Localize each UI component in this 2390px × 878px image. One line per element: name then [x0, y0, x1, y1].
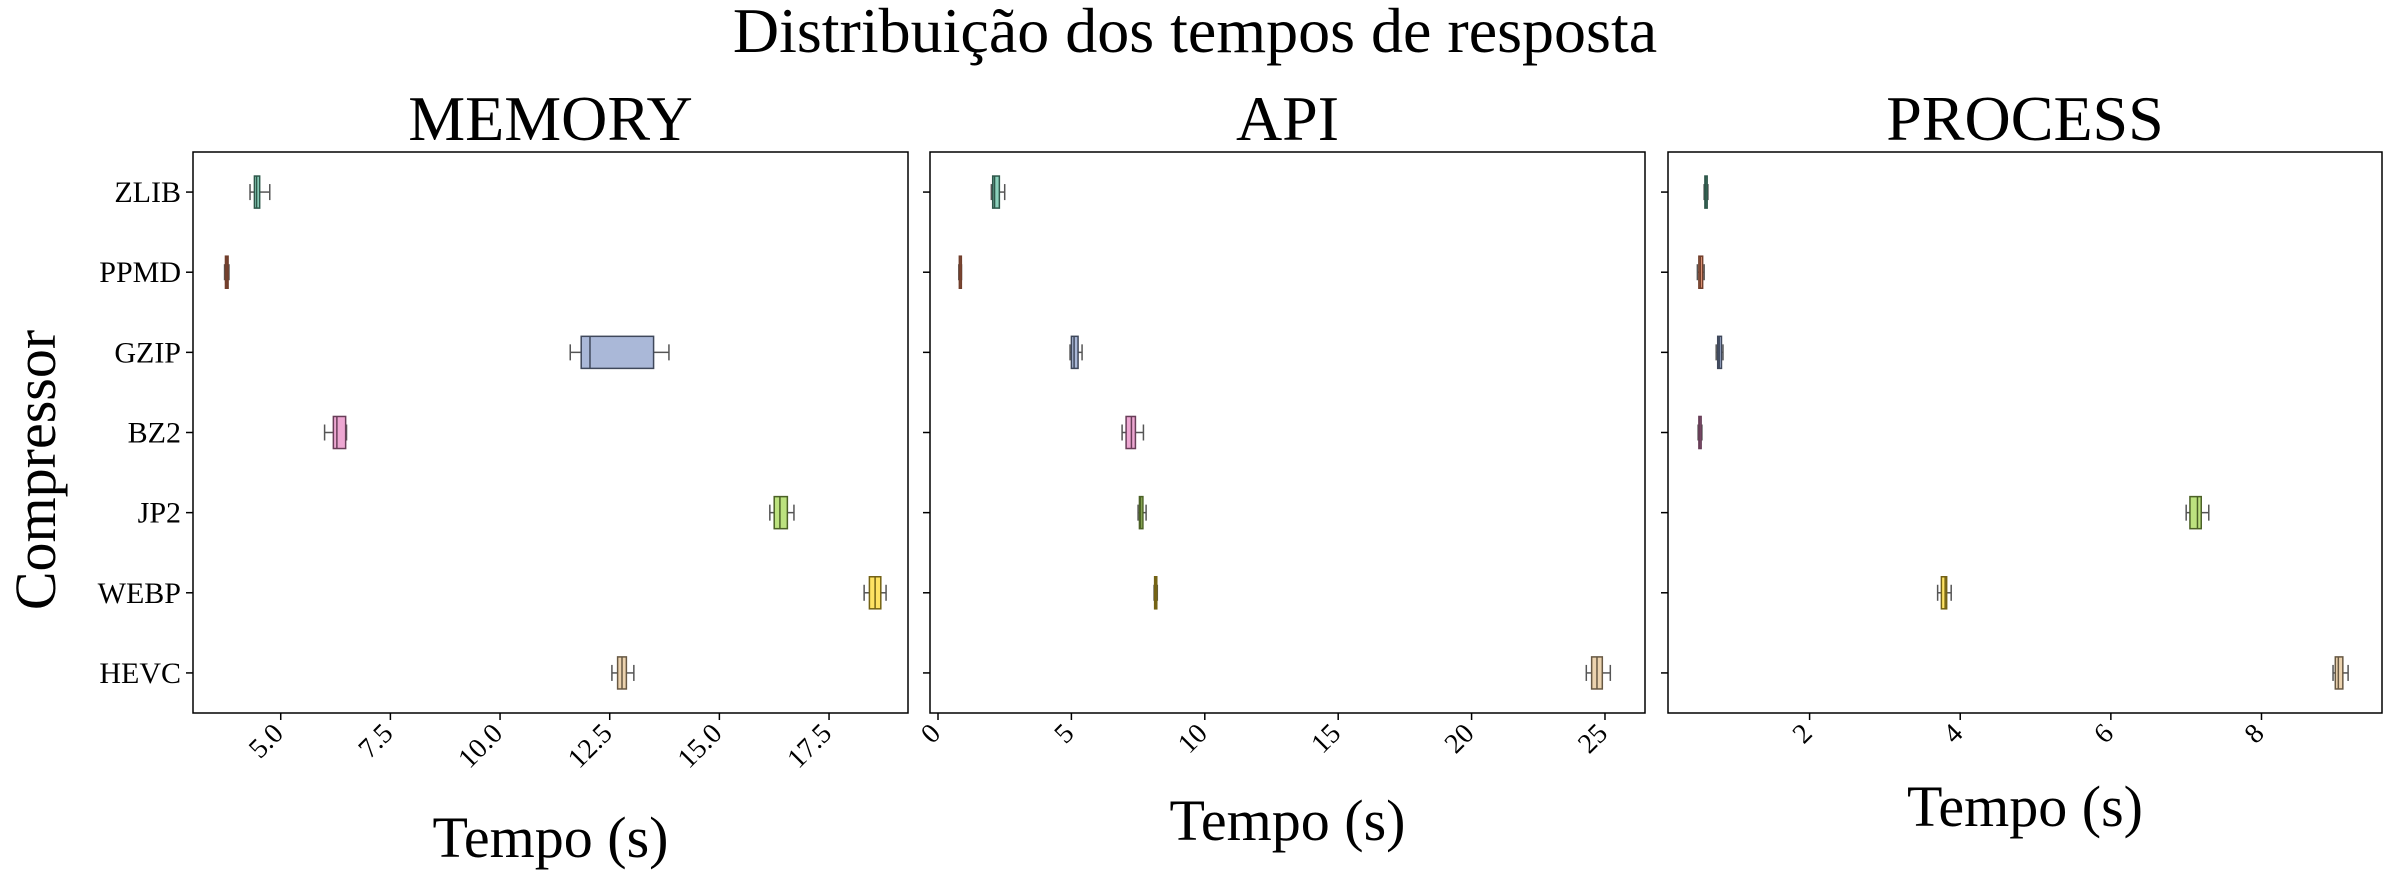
x-axis-label: Tempo (s): [433, 805, 669, 870]
box-zlib: [249, 175, 271, 209]
panels: MEMORY ZLIB PPMD GZIP BZ2 JP2 WEBP HEVC 5.0 7.5 10…: [98, 83, 2383, 870]
x-tick-label: 7.5: [353, 718, 400, 765]
x-tick-label: 20: [1439, 718, 1481, 760]
x-tick-label: 6: [2088, 718, 2120, 750]
x-tick-label: 4: [1937, 718, 1969, 750]
x-tick-label: 15.0: [672, 718, 729, 775]
axes-frame: [192, 151, 909, 714]
x-tick-label: 2: [1787, 718, 1819, 750]
iqr-box: [580, 335, 655, 370]
box-hevc: [2332, 656, 2349, 690]
panel-api: API 0 5 10 15 20 25 Tempo (s): [915, 83, 1646, 853]
box-jp2: [769, 495, 795, 530]
panel-title: API: [1236, 83, 1339, 154]
box-webp: [1936, 576, 1952, 610]
panel-process: PROCESS 2 4 6 8 Tempo (s): [1661, 83, 2383, 839]
axes-frame: [929, 151, 1646, 714]
box-gzip: [1069, 335, 1083, 370]
iqr-box: [2334, 656, 2344, 690]
box-hevc: [1585, 656, 1612, 690]
box-ppmd: [223, 255, 230, 289]
y-tick-label: HEVC: [99, 657, 181, 690]
x-tick-label: 12.5: [562, 718, 619, 775]
figure-title: Distribuição dos tempos de resposta: [733, 0, 1657, 66]
box-bz2: [323, 415, 348, 450]
box-jp2: [2185, 495, 2210, 530]
y-tick-label: WEBP: [98, 577, 181, 610]
iqr-box: [991, 175, 1001, 209]
x-tick-label: 10: [1172, 718, 1214, 760]
box-bz2: [1697, 415, 1703, 450]
box-bz2: [1121, 415, 1145, 450]
y-axis-label: Compressor: [3, 330, 68, 610]
axes-frame: [1667, 151, 2383, 714]
box-gzip: [1715, 335, 1724, 370]
x-tick-label: 10.0: [452, 718, 509, 775]
x-tick-label: 0: [915, 718, 947, 750]
y-tick-label: JP2: [138, 497, 181, 530]
box-gzip: [569, 335, 670, 370]
panel-memory: MEMORY ZLIB PPMD GZIP BZ2 JP2 WEBP HEVC 5.0 7.5 10…: [98, 83, 909, 870]
box-ppmd: [1696, 255, 1705, 289]
y-tick-label: ZLIB: [114, 176, 181, 209]
y-tick-label: BZ2: [128, 417, 181, 450]
x-tick-label: 15: [1305, 718, 1347, 760]
x-tick-label: 8: [2239, 718, 2271, 750]
box-jp2: [1137, 495, 1147, 530]
x-axis-label: Tempo (s): [1907, 774, 2143, 839]
box-zlib: [990, 175, 1006, 209]
box-hevc: [611, 656, 635, 690]
iqr-box: [1940, 576, 1948, 610]
x-tick-label: 25: [1572, 718, 1614, 760]
box-zlib: [1703, 175, 1709, 209]
box-ppmd: [958, 255, 963, 289]
x-tick-label: 5: [1049, 718, 1081, 750]
x-axis-label: Tempo (s): [1170, 788, 1406, 853]
box-webp: [1153, 576, 1159, 610]
y-tick-label: PPMD: [99, 256, 181, 289]
y-tick-label: GZIP: [114, 336, 181, 369]
panel-title: MEMORY: [408, 83, 693, 154]
iqr-box: [773, 495, 789, 530]
iqr-box: [2189, 495, 2202, 530]
box-webp: [863, 576, 887, 610]
panel-title: PROCESS: [1886, 83, 2163, 154]
x-tick-label: 5.0: [243, 718, 290, 765]
iqr-box: [332, 415, 347, 450]
x-tick-label: 17.5: [781, 718, 838, 775]
